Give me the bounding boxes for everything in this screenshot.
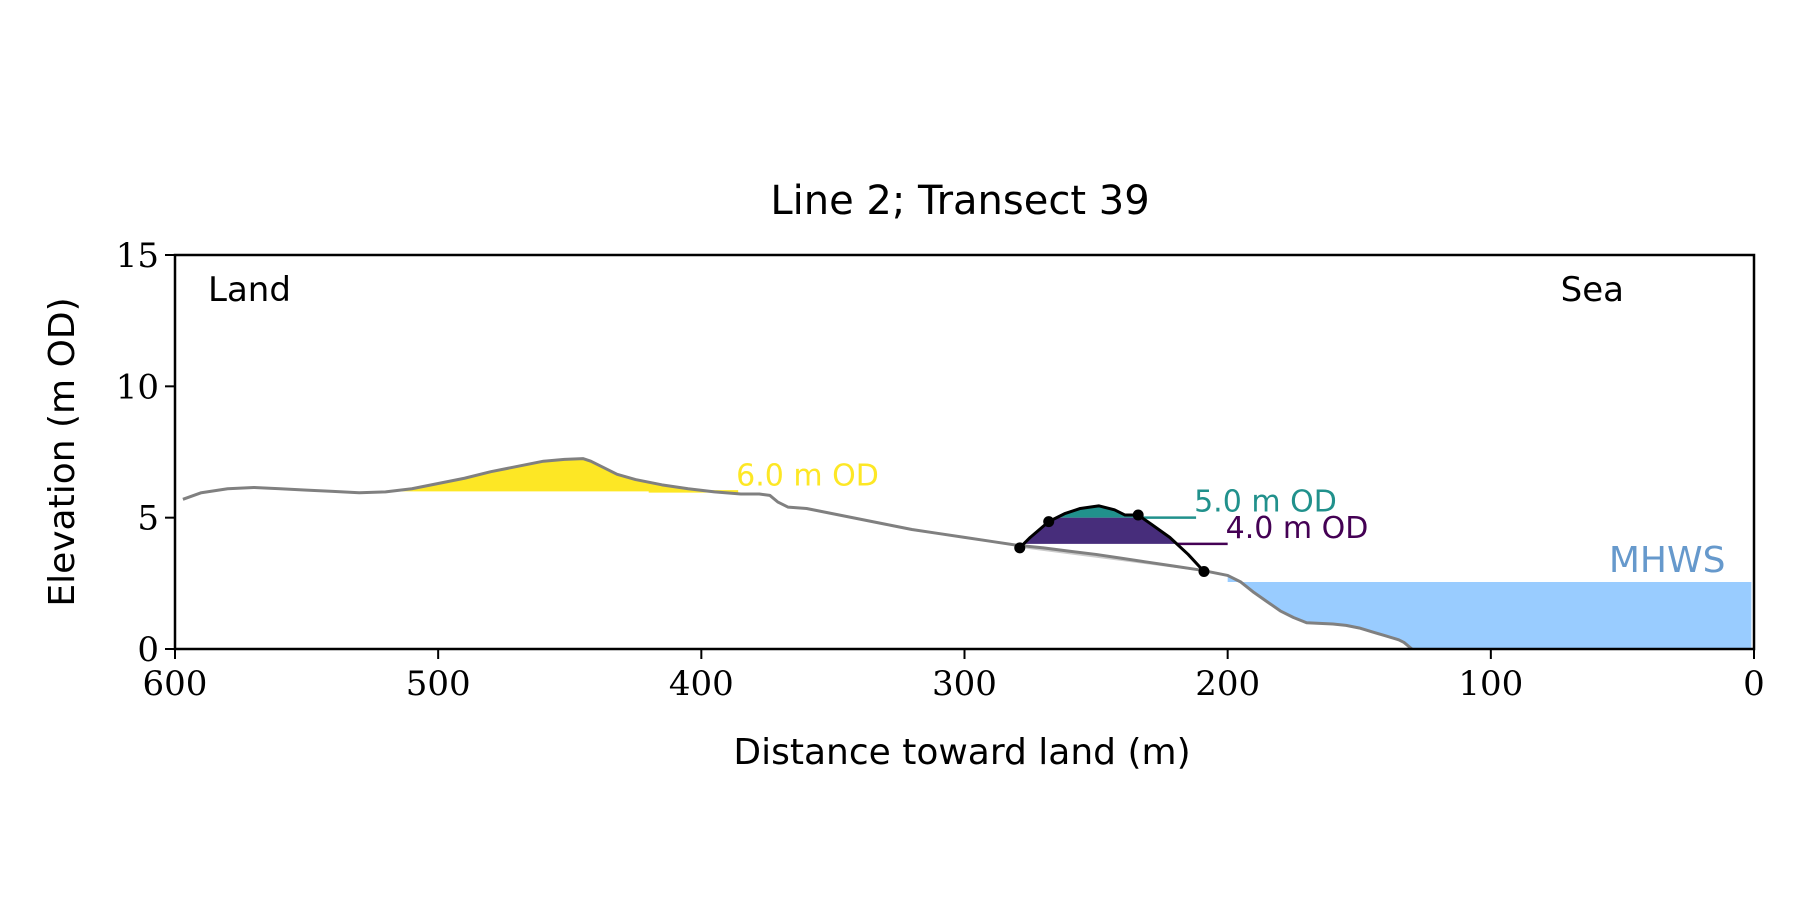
x-tick-label-400: 400 [669,664,734,704]
x-tick-label-600: 600 [143,664,208,704]
level-4-fill [1023,517,1177,544]
y-tick-label-0: 0 [137,630,159,670]
x-tick-label-0: 0 [1743,664,1765,704]
chart-title: Line 2; Transect 39 [770,178,1149,224]
x-tick-label-300: 300 [932,664,997,704]
mhws-water-area [1227,575,1752,649]
y-axis-label: Elevation (m OD) [42,297,83,606]
x-tick-label-500: 500 [406,664,471,704]
level-5-label: 5.0 m OD [1194,485,1337,520]
axis-ticks: 600 500 400 300 200 100 0 0 5 10 15 [116,236,1765,704]
dune-marker-0 [1014,542,1026,554]
x-tick-label-200: 200 [1195,664,1260,704]
dune-marker-3 [1198,566,1210,578]
level-5-fill [1056,505,1142,518]
mhws-label: MHWS [1609,540,1726,581]
level-6-fill [390,458,739,492]
level-4-label: 4.0 m OD [1226,511,1369,546]
level-6-label: 6.0 m OD [736,458,879,493]
x-axis-label: Distance toward land (m) [733,732,1190,773]
corner-label-land: Land [208,270,291,310]
terrain-profile-line [182,457,1413,651]
dune-marker-1 [1043,516,1055,528]
dune-base-fill [1019,547,1204,572]
y-tick-label-5: 5 [137,499,159,539]
y-tick-label-10: 10 [116,367,159,407]
x-tick-label-100: 100 [1458,664,1523,704]
plot-area: 6.0 m OD 5.0 m OD4.0 m OD MHWS [182,457,1752,651]
y-tick-label-15: 15 [116,236,159,276]
dune-marker-2 [1132,509,1144,521]
corner-label-sea: Sea [1561,270,1624,310]
